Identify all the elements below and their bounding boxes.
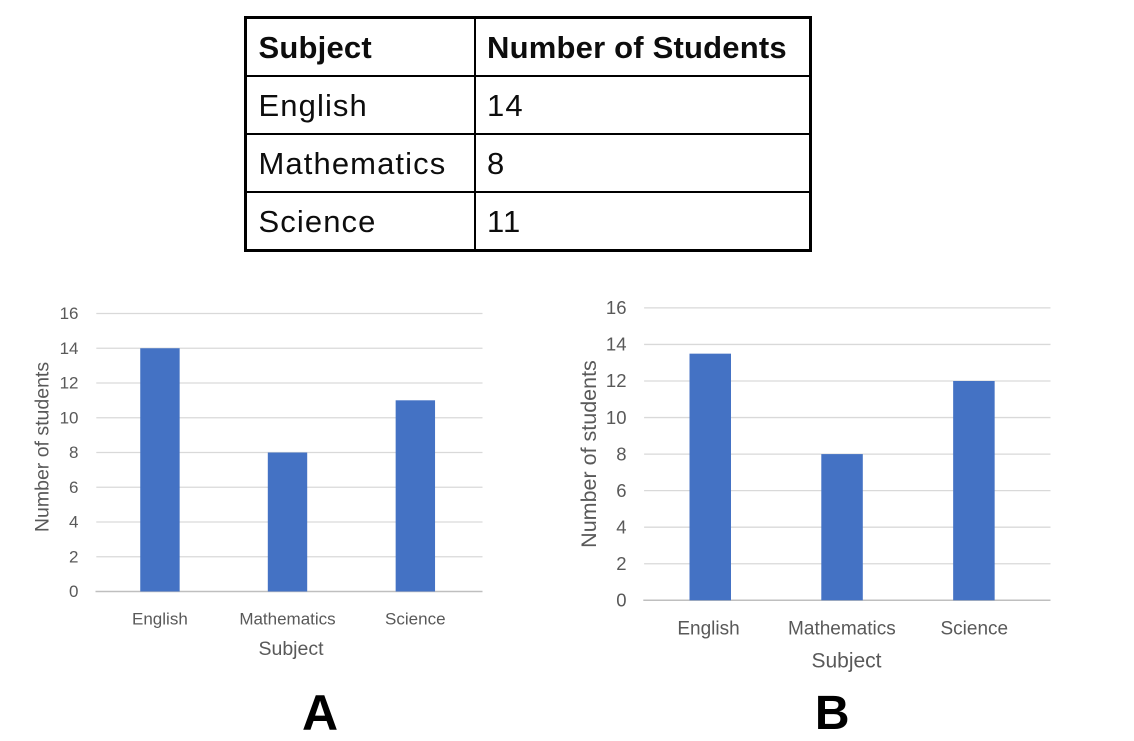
svg-text:English: English (132, 609, 188, 628)
svg-text:6: 6 (616, 480, 626, 501)
svg-text:Science: Science (385, 609, 445, 628)
svg-text:Mathematics: Mathematics (788, 618, 896, 639)
svg-text:Number of students: Number of students (577, 360, 601, 548)
svg-text:2: 2 (616, 553, 626, 574)
svg-text:Science: Science (940, 618, 1008, 639)
svg-text:16: 16 (606, 297, 627, 318)
svg-text:8: 8 (616, 443, 626, 464)
svg-text:English: English (677, 618, 739, 639)
svg-text:14: 14 (60, 339, 79, 358)
svg-text:8: 8 (69, 443, 78, 462)
svg-text:6: 6 (69, 478, 78, 497)
svg-text:10: 10 (606, 407, 627, 428)
svg-text:0: 0 (69, 582, 78, 601)
svg-text:B: B (815, 687, 850, 740)
svg-text:12: 12 (606, 370, 627, 391)
svg-text:Subject: Subject (258, 638, 324, 660)
svg-text:0: 0 (616, 590, 626, 611)
svg-text:16: 16 (60, 304, 79, 323)
svg-text:Number of students: Number of students (32, 362, 54, 532)
svg-text:4: 4 (616, 516, 626, 537)
svg-text:Mathematics: Mathematics (239, 609, 335, 628)
svg-text:10: 10 (60, 408, 79, 427)
svg-text:A: A (302, 685, 338, 741)
svg-text:2: 2 (69, 547, 78, 566)
svg-text:14: 14 (606, 334, 627, 355)
svg-text:12: 12 (60, 374, 79, 393)
svg-text:4: 4 (69, 513, 78, 532)
svg-text:Subject: Subject (811, 650, 881, 673)
